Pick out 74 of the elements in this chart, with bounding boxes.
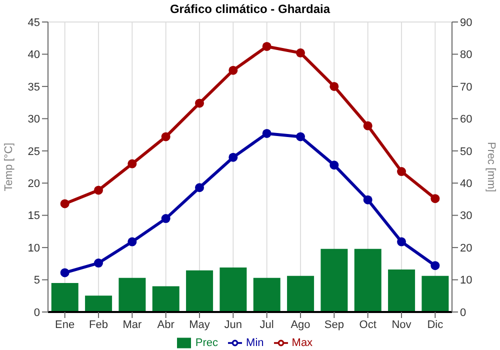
y2-tick-label: 70 xyxy=(460,81,472,94)
point xyxy=(195,183,204,192)
y-tick-label: 25 xyxy=(28,146,40,158)
point xyxy=(60,268,70,278)
y2-tick-label: 30 xyxy=(460,210,472,222)
point xyxy=(60,199,70,208)
bar xyxy=(152,286,180,312)
legend-label: Min xyxy=(246,336,264,349)
point xyxy=(363,121,372,130)
bar xyxy=(220,268,247,312)
bar xyxy=(287,276,314,312)
point xyxy=(228,152,238,162)
point xyxy=(195,98,204,108)
point xyxy=(161,214,170,224)
legend-label: Max xyxy=(292,336,313,349)
x-tick-label: Jun xyxy=(224,318,242,331)
point xyxy=(94,258,103,268)
y-tick-label: 10 xyxy=(28,242,40,254)
point xyxy=(228,66,238,75)
bar xyxy=(253,278,280,312)
point xyxy=(397,167,406,176)
y-tick-label: 5 xyxy=(34,274,40,287)
y2-tick-label: 60 xyxy=(460,114,472,126)
x-tick-label: May xyxy=(189,318,210,331)
y-tick-label: 30 xyxy=(28,114,40,126)
bar xyxy=(354,248,382,312)
bar xyxy=(320,248,348,312)
x-tick-label: Sep xyxy=(324,318,344,331)
y2-tick-label: 90 xyxy=(460,16,472,29)
x-tick-label: Ene xyxy=(55,318,75,331)
x-tick-label: Jul xyxy=(260,318,274,331)
y2-tick-label: 10 xyxy=(460,274,472,287)
y2-axis-title: Prec [mm] xyxy=(485,142,498,192)
y-tick-label: 15 xyxy=(28,210,40,222)
point xyxy=(363,195,372,204)
point xyxy=(296,132,305,142)
legend-label: Prec xyxy=(195,336,218,349)
point xyxy=(330,82,339,91)
x-tick-label: Mar xyxy=(122,318,142,331)
x-tick-label: Dic xyxy=(427,318,444,331)
bar xyxy=(186,270,214,312)
chart-title: Gráfico climático - Ghardaia xyxy=(168,2,332,16)
x-tick-label: Abr xyxy=(157,318,175,331)
x-tick-label: Oct xyxy=(359,318,376,331)
bar xyxy=(51,283,78,312)
y-tick-label: 0 xyxy=(34,306,40,319)
point xyxy=(94,186,103,195)
y2-tick-label: 50 xyxy=(460,146,472,158)
y-tick-label: 35 xyxy=(28,81,40,94)
point xyxy=(262,42,272,51)
y-tick-label: 45 xyxy=(28,16,40,29)
y2-tick-label: 80 xyxy=(460,49,472,62)
point xyxy=(430,261,440,270)
bar xyxy=(388,269,416,312)
point xyxy=(397,237,406,246)
y-axis-title: Temp [°C] xyxy=(2,142,15,192)
y2-tick-label: 20 xyxy=(460,242,472,254)
x-tick-label: Feb xyxy=(89,318,108,331)
point xyxy=(161,132,170,142)
point xyxy=(262,128,272,138)
y2-tick-label: 0 xyxy=(460,306,466,319)
point xyxy=(330,160,339,170)
y2-tick-label: 40 xyxy=(460,178,472,190)
bar xyxy=(422,276,449,312)
y-tick-label: 20 xyxy=(28,178,40,190)
point xyxy=(430,194,440,204)
y-tick-label: 40 xyxy=(28,49,40,62)
point xyxy=(128,237,137,246)
point xyxy=(128,159,137,168)
x-tick-label: Nov xyxy=(392,318,412,331)
point xyxy=(296,48,305,58)
bar xyxy=(85,296,112,312)
x-tick-label: Ago xyxy=(290,318,310,331)
bar xyxy=(118,278,146,312)
